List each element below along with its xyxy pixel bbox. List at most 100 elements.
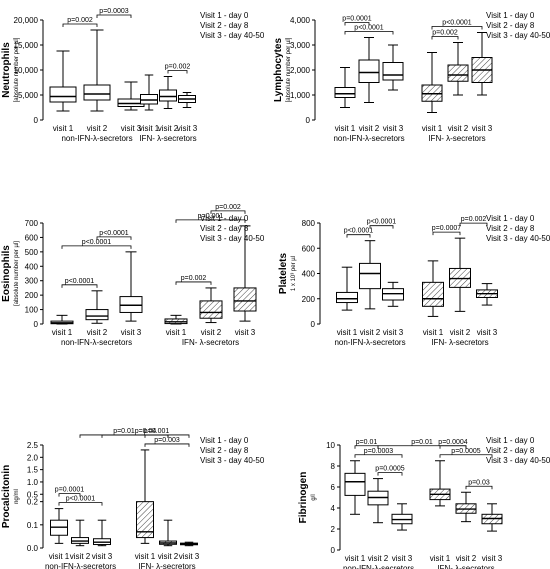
significance-bracket: [377, 472, 403, 476]
legend-entry: Visit 1 - day 0: [486, 214, 535, 223]
y-tick-label: 0: [34, 116, 39, 125]
legend-entry: Visit 3 - day 40-50: [200, 234, 265, 243]
x-tick-label: visit 3: [383, 328, 404, 337]
x-tick-label: visit 2: [87, 328, 108, 337]
legend-entry: Visit 2 - day 8: [200, 21, 249, 30]
legend-entry: Visit 2 - day 8: [486, 21, 535, 30]
y-axis-label: Procalcitonin: [1, 465, 12, 528]
significance-bracket: [344, 31, 394, 35]
p-value-label: p=0.03: [468, 479, 490, 486]
x-tick-label: visit 1: [422, 124, 443, 133]
x-tick-label: visit 3: [383, 124, 404, 133]
legend-entry: Visit 1 - day 0: [486, 436, 535, 445]
box-2: [85, 309, 109, 321]
p-value-label: p=0.0001: [342, 16, 371, 23]
y-tick-label: 1,000: [290, 91, 311, 100]
significance-bracket: [167, 70, 188, 74]
x-tick-label: visit 2: [456, 554, 477, 563]
x-tick-label: visit 3: [477, 328, 498, 337]
p-value-label: p=0.002: [215, 204, 241, 211]
x-tick-label: visit 2: [448, 124, 469, 133]
group-label: IFN- λ-secretors: [431, 338, 488, 347]
x-tick-label: visit 1: [53, 124, 74, 133]
y-axis-unit: [absolute number per µl]: [286, 37, 292, 102]
x-tick-label: visit 2: [450, 328, 471, 337]
p-value-label: p=0.001: [144, 428, 170, 435]
significance-bracket: [346, 234, 371, 238]
x-tick-label: visit 1: [430, 554, 451, 563]
group-label: IFN- λ-secretors: [139, 134, 196, 143]
significance-bracket: [465, 485, 493, 490]
legend-entry: Visit 1 - day 0: [200, 436, 249, 445]
significance-bracket: [431, 26, 483, 30]
p-value-label: p=0.01: [113, 428, 135, 435]
y-tick-label: 2.5: [27, 441, 39, 450]
legend-entry: Visit 1 - day 0: [200, 11, 249, 20]
group-label: non-IFN-λ-secretors: [61, 338, 132, 347]
y-tick-label: 0: [306, 116, 311, 125]
y-tick-label: 0: [311, 320, 316, 329]
p-value-label: p=0.003: [154, 437, 180, 444]
panel-procalcitonin: 0.0 0.1 0.20.5 1.0 1.5 2.0 2.5 Procalcitonin ng/…: [1, 428, 265, 569]
significance-bracket: [101, 434, 190, 438]
legend-entry: Visit 3 - day 40-50: [486, 234, 550, 243]
legend-entry: Visit 2 - day 8: [200, 446, 249, 455]
x-tick-label: visit 2: [359, 124, 380, 133]
y-axis-unit: [absolute number per µl]: [14, 37, 20, 102]
box-4: [136, 501, 154, 539]
y-tick-label: 10,000: [14, 66, 39, 75]
box-1: [336, 291, 358, 304]
significance-bracket: [210, 210, 246, 214]
y-axis-unit: ng/ml: [14, 489, 20, 504]
y-tick-label: 0.5: [27, 490, 39, 499]
y-tick-label: 0: [34, 320, 39, 329]
p-value-label: p=0.0005: [451, 448, 480, 455]
y-tick-label: 100: [25, 306, 39, 315]
y-tick-label: 200: [302, 295, 316, 304]
y-axis-label: Fibrinogen: [298, 472, 309, 524]
y-tick-label: 800: [302, 219, 316, 228]
y-tick-label: 400: [302, 270, 316, 279]
legend-entry: Visit 2 - day 8: [486, 224, 535, 233]
box-2: [358, 59, 380, 83]
p-value-label: p<0.0001: [99, 230, 128, 237]
x-tick-label: visit 1: [49, 552, 70, 561]
x-tick-label: visit 3: [177, 124, 198, 133]
x-tick-label: visit 1: [166, 328, 187, 337]
legend-entry: Visit 3 - day 40-50: [486, 31, 550, 40]
y-axis-label: Neutrophils: [1, 42, 12, 98]
box-5: [447, 64, 469, 82]
p-value-label: p=0.01: [411, 439, 433, 446]
significance-bracket: [96, 236, 132, 240]
p-value-label: p=0.002: [67, 17, 93, 24]
x-tick-label: visit 1: [337, 328, 358, 337]
x-tick-label: visit 2: [360, 328, 381, 337]
p-value-label: p=0.01: [356, 439, 378, 446]
x-tick-label: visit 3: [121, 124, 142, 133]
legend-entry: Visit 1 - day 0: [486, 11, 535, 20]
p-value-label: p<0.0001: [82, 239, 111, 246]
significance-bracket: [439, 454, 493, 458]
y-tick-label: 0.0: [27, 544, 39, 553]
y-tick-label: 200: [25, 291, 39, 300]
p-value-label: p=0.002: [432, 30, 458, 37]
p-value-label: p<0.0001: [442, 20, 471, 27]
x-tick-label: visit 3: [392, 554, 413, 563]
significance-bracket: [58, 493, 81, 497]
p-value-label: p=0.0001: [55, 487, 84, 494]
box-5: [159, 89, 177, 102]
x-tick-label: visit 1: [423, 328, 444, 337]
x-tick-label: visit 2: [368, 554, 389, 563]
x-tick-label: visit 2: [87, 124, 108, 133]
y-axis-unit: g/l: [311, 494, 317, 500]
y-tick-label: 5,000: [18, 91, 39, 100]
legend-entry: Visit 2 - day 8: [486, 446, 535, 455]
group-label: non-IFN-λ-secretors: [333, 134, 404, 143]
panel-eosinophils: 0 100 200 300 400 500 600 700 Eosinophils [absolu…: [1, 204, 265, 347]
box-1: [49, 86, 77, 103]
significance-bracket: [344, 22, 370, 26]
box-3: [119, 296, 143, 313]
box-4: [422, 281, 444, 307]
